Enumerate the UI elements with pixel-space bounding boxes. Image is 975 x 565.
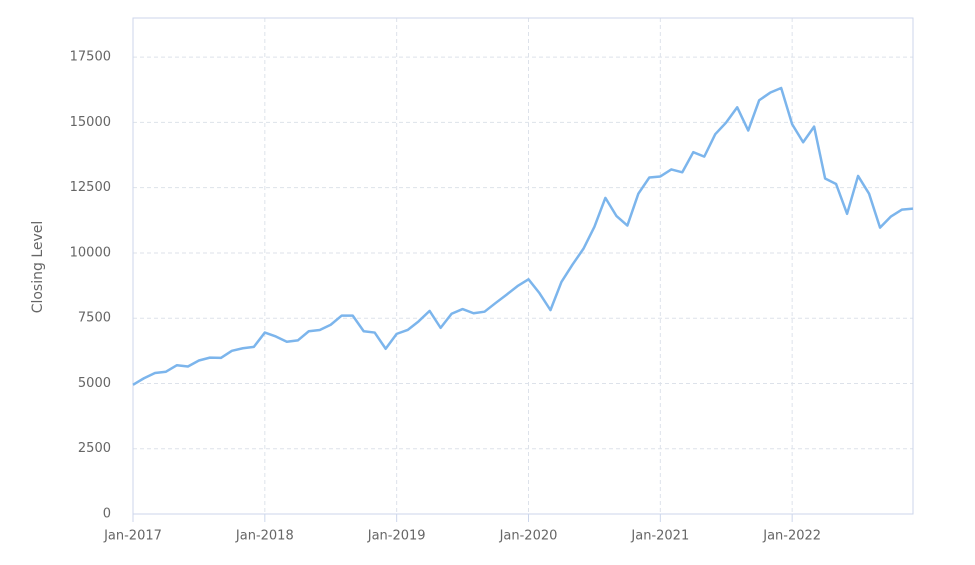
x-tick-label: Jan-2021 bbox=[630, 529, 689, 544]
x-tick-label: Jan-2019 bbox=[367, 529, 426, 544]
y-tick-label: 7500 bbox=[78, 311, 111, 326]
y-axis-label: Closing Level bbox=[30, 221, 46, 314]
x-tick-label: Jan-2017 bbox=[103, 529, 162, 544]
y-tick-label: 10000 bbox=[70, 245, 111, 260]
y-tick-label: 0 bbox=[103, 507, 111, 522]
x-tick-label: Jan-2022 bbox=[762, 529, 821, 544]
y-tick-label: 15000 bbox=[70, 115, 111, 130]
y-tick-label: 17500 bbox=[70, 50, 111, 65]
y-tick-label: 12500 bbox=[70, 180, 111, 195]
x-tick-label: Jan-2020 bbox=[499, 529, 558, 544]
y-tick-label: 2500 bbox=[78, 441, 111, 456]
line-series bbox=[132, 86, 914, 386]
x-tick-label: Jan-2018 bbox=[235, 529, 294, 544]
y-tick-label: 5000 bbox=[78, 376, 111, 391]
plot-border bbox=[132, 17, 914, 515]
